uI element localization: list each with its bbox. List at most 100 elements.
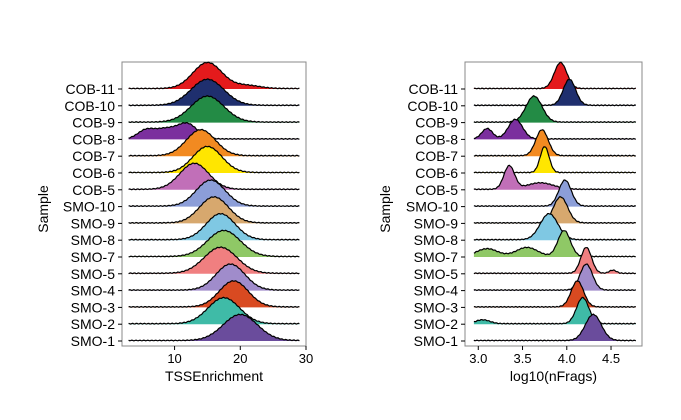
ridge-line-cob-5 xyxy=(473,164,637,191)
ridge-fill-smo-4 xyxy=(473,264,636,291)
ridge-fill-smo-10 xyxy=(473,180,636,207)
x-axis-label: log10(nFrags) xyxy=(510,368,597,384)
y-tick-label-cob-7: COB-7 xyxy=(72,148,115,164)
ridge-line-smo-8 xyxy=(473,213,637,241)
ridge-fill-smo-3 xyxy=(128,280,300,308)
y-tick-label-smo-10: SMO-10 xyxy=(63,199,115,215)
ridge-line-cob-9 xyxy=(128,95,300,124)
ridge-fill-smo-10 xyxy=(128,179,300,207)
ridge-line-smo-9 xyxy=(473,195,637,224)
ridge-fill-cob-11 xyxy=(473,62,636,89)
ridge-line-cob-6 xyxy=(473,146,637,174)
ridge-line-smo-5 xyxy=(473,246,637,275)
ridge-line-cob-10 xyxy=(473,79,636,107)
y-tick-label-smo-8: SMO-8 xyxy=(71,232,116,248)
y-tick-label-smo-7: SMO-7 xyxy=(414,249,459,265)
ridge-line-smo-2 xyxy=(473,296,637,325)
y-tick-label-cob-10: COB-10 xyxy=(64,98,115,114)
x-axis-label: TSSEnrichment xyxy=(165,368,263,384)
y-tick-label-smo-1: SMO-1 xyxy=(71,333,116,349)
y-tick-label-smo-5: SMO-5 xyxy=(71,266,116,282)
ridge-fill-smo-1 xyxy=(473,314,636,341)
ridge-fill-smo-7 xyxy=(128,230,300,257)
y-tick-label-smo-9: SMO-9 xyxy=(71,215,116,231)
ridge-fill-cob-11 xyxy=(128,62,300,89)
ridge-fill-smo-5 xyxy=(128,246,300,274)
ridge-fill-smo-9 xyxy=(473,196,636,224)
y-tick-label-smo-2: SMO-2 xyxy=(71,316,116,332)
panel-frame xyxy=(121,61,307,347)
ridge-line-cob-10 xyxy=(128,78,300,107)
ridge-fill-smo-3 xyxy=(473,281,636,308)
ridge-fill-smo-7 xyxy=(473,230,636,257)
y-tick-label-smo-2: SMO-2 xyxy=(414,316,459,332)
y-tick-label-cob-6: COB-6 xyxy=(415,165,458,181)
x-tick-label: 10 xyxy=(167,351,181,366)
ridge-fill-cob-8 xyxy=(473,119,636,140)
y-tick-label-cob-11: COB-11 xyxy=(408,81,458,97)
ridge-line-cob-6 xyxy=(128,145,300,174)
x-tick-label: 3.0 xyxy=(469,351,487,366)
x-tick-label: 4.0 xyxy=(558,351,576,366)
ridge-fill-cob-8 xyxy=(128,122,300,140)
y-axis-label: Sample xyxy=(377,185,393,233)
ridge-line-smo-10 xyxy=(128,179,300,208)
ridge-line-smo-9 xyxy=(128,195,300,224)
ridge-line-smo-1 xyxy=(473,313,637,342)
ridge-fill-smo-1 xyxy=(128,314,300,341)
ridge-line-smo-3 xyxy=(473,280,636,308)
y-tick-label-cob-5: COB-5 xyxy=(72,182,115,198)
ridge-line-cob-7 xyxy=(473,129,636,157)
x-tick-label: 3.5 xyxy=(513,351,531,366)
y-tick-label-smo-7: SMO-7 xyxy=(71,249,116,265)
ridge-line-smo-7 xyxy=(473,230,636,258)
ridge-line-cob-9 xyxy=(473,94,637,124)
ridge-line-smo-4 xyxy=(128,263,300,292)
y-tick-label-cob-11: COB-11 xyxy=(65,81,115,97)
ridge-line-smo-4 xyxy=(473,263,637,292)
ridge-fill-smo-9 xyxy=(128,196,300,224)
ridge-line-smo-5 xyxy=(128,246,300,275)
x-tick-label: 4.5 xyxy=(602,351,620,366)
x-tick-label: 30 xyxy=(299,351,313,366)
ridge-fill-smo-8 xyxy=(473,213,636,241)
x-tick-label: 20 xyxy=(233,351,247,366)
ridge-line-cob-5 xyxy=(128,162,300,191)
ridge-fill-smo-2 xyxy=(473,297,636,325)
y-tick-label-cob-5: COB-5 xyxy=(415,182,458,198)
ridge-line-cob-11 xyxy=(128,61,300,90)
ridge-fill-smo-2 xyxy=(128,297,300,325)
ridge-fill-smo-8 xyxy=(128,213,300,241)
y-tick-label-smo-3: SMO-3 xyxy=(71,299,116,315)
ridge-fill-cob-7 xyxy=(128,129,300,157)
y-tick-label-cob-9: COB-9 xyxy=(72,115,115,131)
ridge-fill-cob-9 xyxy=(128,95,300,123)
y-tick-label-smo-3: SMO-3 xyxy=(414,299,459,315)
y-tick-label-smo-9: SMO-9 xyxy=(414,215,459,231)
ridge-fill-cob-5 xyxy=(473,165,636,190)
y-tick-label-smo-5: SMO-5 xyxy=(414,266,459,282)
ridge-fill-cob-6 xyxy=(128,146,300,173)
ridge-line-cob-7 xyxy=(128,128,300,157)
panel-frame xyxy=(464,61,643,347)
ridge-line-smo-3 xyxy=(128,280,300,308)
ridge-fill-cob-9 xyxy=(473,95,636,123)
ridge-line-smo-8 xyxy=(128,212,300,241)
ridge-fill-cob-5 xyxy=(128,163,300,190)
y-tick-label-smo-1: SMO-1 xyxy=(414,333,459,349)
ridge-line-cob-11 xyxy=(473,61,636,90)
log10-nfrags-panel: COB-11COB-10COB-9COB-8COB-7COB-6COB-5SMO… xyxy=(377,61,643,384)
ridge-fill-cob-6 xyxy=(473,146,636,173)
y-tick-label-smo-10: SMO-10 xyxy=(406,199,458,215)
ridge-line-cob-8 xyxy=(473,118,637,140)
ridge-fill-cob-10 xyxy=(128,78,300,106)
y-axis-label: Sample xyxy=(35,185,51,233)
y-tick-label-cob-8: COB-8 xyxy=(72,131,115,147)
y-tick-label-cob-7: COB-7 xyxy=(415,148,458,164)
ridge-line-smo-2 xyxy=(128,296,300,325)
ridge-line-smo-10 xyxy=(473,179,636,208)
y-tick-label-cob-10: COB-10 xyxy=(407,98,458,114)
y-tick-label-smo-8: SMO-8 xyxy=(414,232,459,248)
ridge-line-smo-7 xyxy=(128,229,300,258)
